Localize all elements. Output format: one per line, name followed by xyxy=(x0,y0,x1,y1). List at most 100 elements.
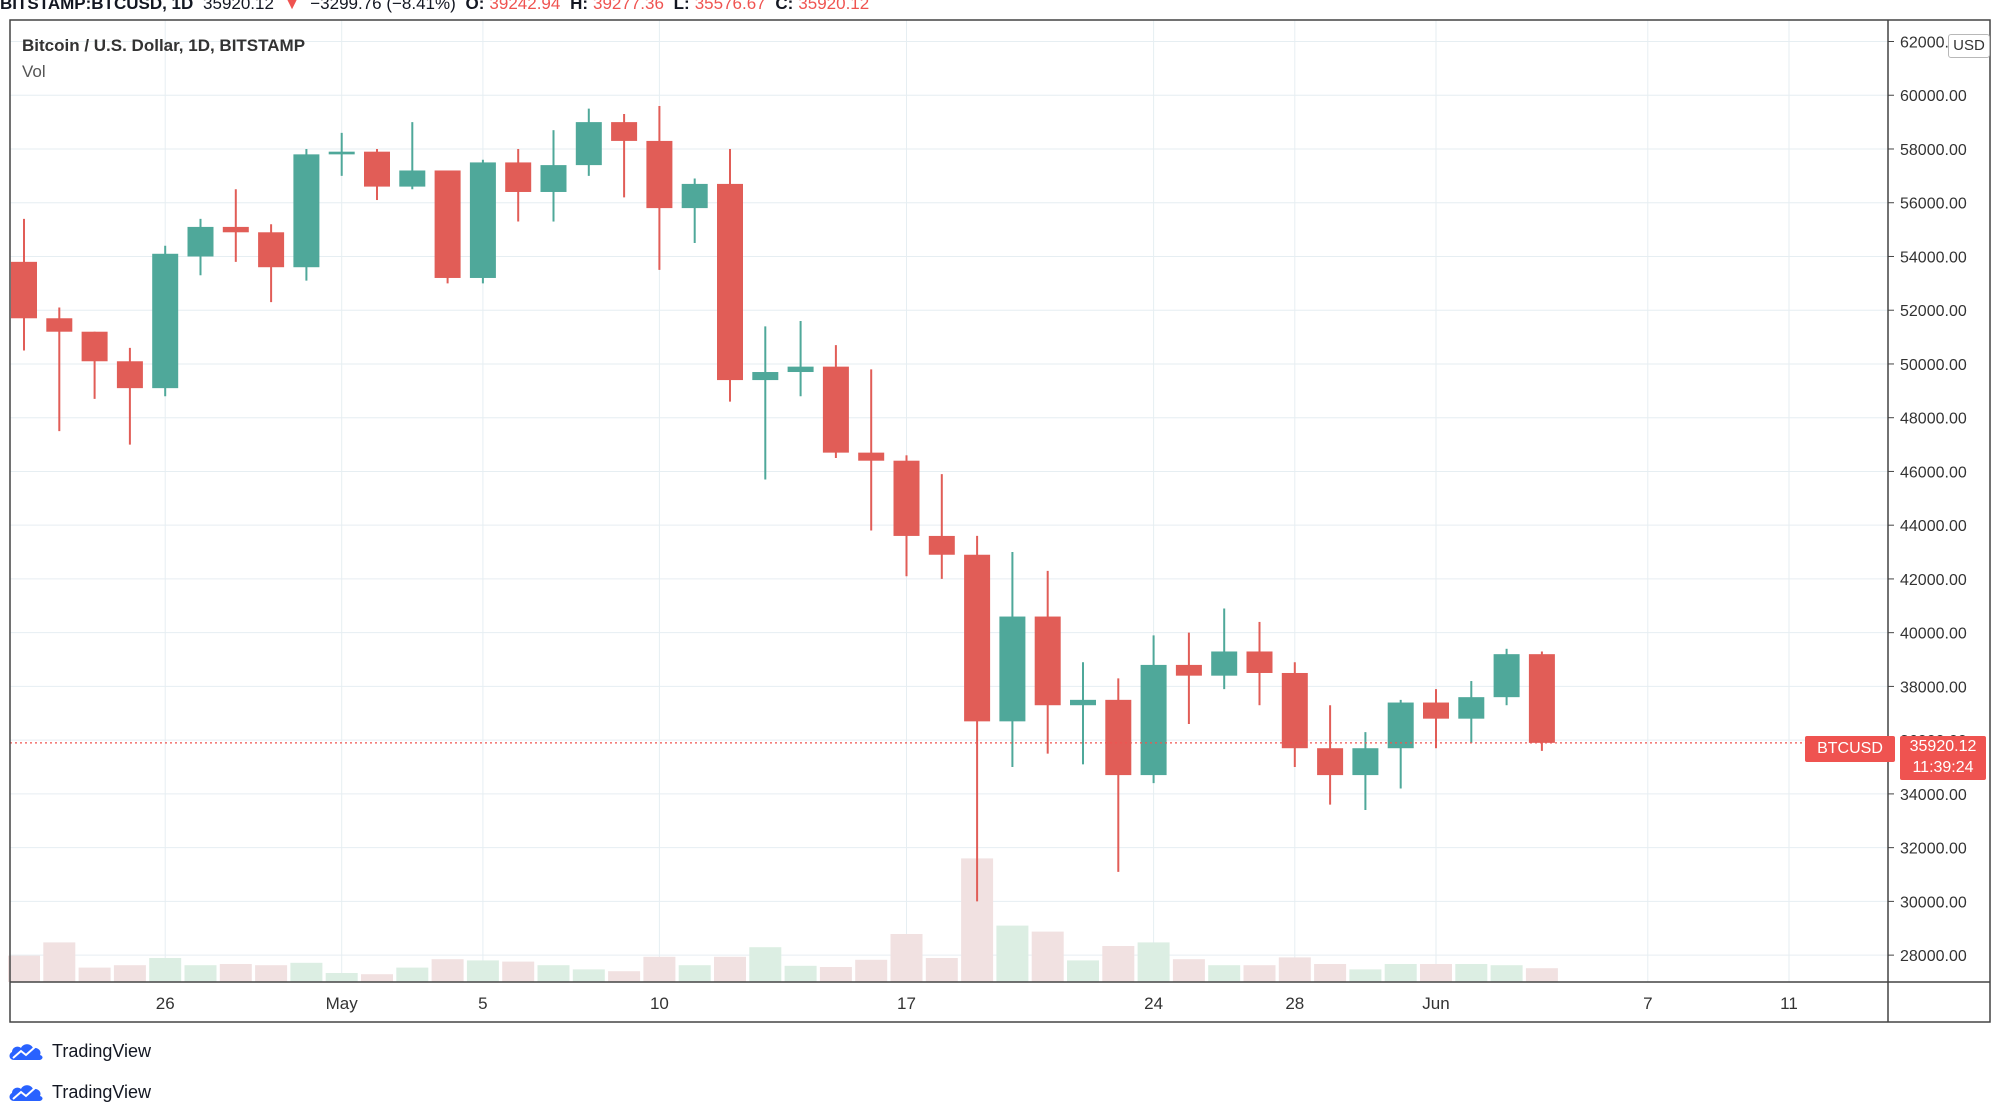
candle-body[interactable] xyxy=(187,226,214,257)
chart-legend-title[interactable]: Bitcoin / U.S. Dollar, 1D, BITSTAMP xyxy=(22,36,306,55)
candle-body[interactable] xyxy=(1070,699,1096,706)
low-value: 35576.67 xyxy=(694,0,766,13)
volume-bar xyxy=(1208,965,1241,982)
candle-body[interactable] xyxy=(1246,651,1273,673)
volume-bar xyxy=(855,959,888,982)
volume-bar xyxy=(572,969,605,982)
candle-body[interactable] xyxy=(1034,616,1061,706)
volume-bar xyxy=(113,965,146,982)
price-tick-label: 46000.00 xyxy=(1900,464,1967,481)
candle-body[interactable] xyxy=(1493,654,1520,698)
candle-body[interactable] xyxy=(1281,672,1308,749)
volume-bar xyxy=(608,971,641,982)
candle-body[interactable] xyxy=(46,318,73,332)
volume-bar xyxy=(149,958,182,982)
candle-body[interactable] xyxy=(293,154,320,268)
candle-body[interactable] xyxy=(646,140,673,209)
candle-body[interactable] xyxy=(328,151,355,155)
candle-body[interactable] xyxy=(999,616,1026,722)
candle-body[interactable] xyxy=(258,232,285,268)
time-tick-label: May xyxy=(326,994,359,1013)
volume-bar xyxy=(184,965,217,982)
candle-body[interactable] xyxy=(434,170,461,278)
candle-body[interactable] xyxy=(11,261,37,319)
price-tick-label: 52000.00 xyxy=(1900,303,1967,320)
volume-bar xyxy=(1137,942,1170,982)
time-tick-label: 10 xyxy=(650,994,669,1013)
candle-body[interactable] xyxy=(399,170,426,187)
candle-body[interactable] xyxy=(81,331,108,362)
candle-body[interactable] xyxy=(928,535,955,555)
volume-bar xyxy=(1525,968,1558,982)
candle-body[interactable] xyxy=(1352,748,1379,776)
volume-bar xyxy=(43,942,76,982)
candle-body[interactable] xyxy=(1317,748,1344,776)
volume-bar xyxy=(714,956,746,982)
price-axis[interactable]: 62000.0060000.0058000.0056000.0054000.00… xyxy=(1888,34,1967,965)
price-tick-label: 54000.00 xyxy=(1900,249,1967,266)
price-tick-label: 56000.00 xyxy=(1900,196,1967,213)
last-price-tag: 35920.12 11:39:24 xyxy=(1900,736,1986,780)
volume-bar xyxy=(1243,965,1276,982)
volume-bar xyxy=(996,925,1029,982)
candle-body[interactable] xyxy=(1140,664,1167,776)
candle-body[interactable] xyxy=(1175,664,1202,676)
candle-body[interactable] xyxy=(1528,654,1555,743)
volume-bar xyxy=(290,962,323,982)
volume-bar xyxy=(1455,964,1488,982)
candle-body[interactable] xyxy=(717,183,743,381)
volume-bar xyxy=(1384,964,1417,982)
candle-body[interactable] xyxy=(822,366,849,453)
symbol-name[interactable]: BITSTAMP:BTCUSD, 1D xyxy=(0,0,194,13)
volume-bar xyxy=(1314,964,1347,982)
time-tick-label: 5 xyxy=(478,994,487,1013)
price-tick-label: 32000.00 xyxy=(1900,841,1967,858)
volume-bar xyxy=(8,955,40,982)
time-tick-label: 24 xyxy=(1144,994,1163,1013)
volume-bar xyxy=(1349,969,1382,982)
candle-body[interactable] xyxy=(1387,702,1414,749)
price-tick-label: 34000.00 xyxy=(1900,787,1967,804)
candle-body[interactable] xyxy=(540,165,567,192)
open-label: O: xyxy=(465,0,485,13)
symbol-header: BITSTAMP:BTCUSD, 1D 35920.12 ▼ −3299.76 … xyxy=(0,0,874,14)
candle-body[interactable] xyxy=(364,151,390,187)
price-tick-label: 50000.00 xyxy=(1900,357,1967,374)
candle-body[interactable] xyxy=(505,162,532,192)
candle-body[interactable] xyxy=(964,554,991,722)
candle-body[interactable] xyxy=(152,253,179,389)
candle-body[interactable] xyxy=(787,366,814,373)
candle-body[interactable] xyxy=(893,460,920,536)
candle-body[interactable] xyxy=(611,122,638,141)
price-tick-label: 40000.00 xyxy=(1900,626,1967,643)
candle-body[interactable] xyxy=(681,183,708,209)
volume-bar xyxy=(1420,964,1452,982)
currency-badge[interactable]: USD xyxy=(1948,34,1990,58)
time-axis[interactable]: 26 May 5 10 17 24 28 Jun 7 11 xyxy=(156,994,1798,1013)
candle-body[interactable] xyxy=(1423,702,1449,719)
volume-bar xyxy=(502,961,535,982)
high-value: 39277.36 xyxy=(593,0,664,13)
candle-body[interactable] xyxy=(1211,651,1238,676)
candle-body[interactable] xyxy=(858,452,885,461)
volume-bar xyxy=(678,965,711,982)
volume-bar xyxy=(925,958,958,982)
candle-body[interactable] xyxy=(1105,699,1132,776)
candle-body[interactable] xyxy=(222,226,249,233)
candle-body[interactable] xyxy=(575,122,602,166)
last-price: 35920.12 xyxy=(203,0,274,13)
grid-lines xyxy=(10,20,1888,982)
candle-body[interactable] xyxy=(1458,697,1485,719)
tradingview-logo-2[interactable]: TradingView xyxy=(8,1081,151,1103)
candle-body[interactable] xyxy=(469,162,496,278)
candle-body[interactable] xyxy=(116,361,143,389)
tradingview-logo[interactable]: TradingView xyxy=(8,1040,151,1062)
candle-body[interactable] xyxy=(752,372,779,381)
volume-legend[interactable]: Vol xyxy=(22,62,46,81)
volume-bar xyxy=(1031,931,1064,982)
volume-bar xyxy=(643,956,676,982)
volume-bar xyxy=(219,964,252,982)
bar-countdown: 11:39:24 xyxy=(1912,759,1974,776)
change-arrow-icon: ▼ xyxy=(283,0,301,13)
